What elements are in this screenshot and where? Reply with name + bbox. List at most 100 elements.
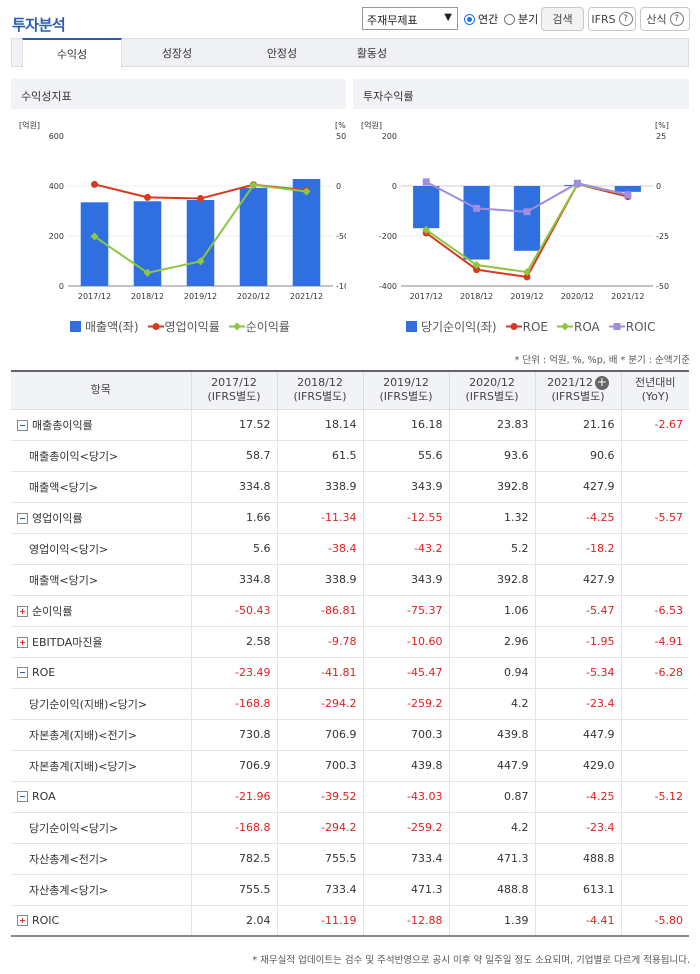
tab-profitability[interactable]: 수익성 [22,38,122,68]
row-label-cell[interactable]: EBITDA마진율 [11,626,191,658]
row-label-cell: 자본총계(지배)<당기> [11,750,191,782]
search-button[interactable]: 검색 [541,7,584,31]
row-label-cell[interactable]: 순이익률 [11,595,191,627]
row-label-cell[interactable]: ROE [11,657,191,689]
value-cell: 21.16 [534,409,621,441]
table-row: ROE -23.49 -41.81 -45.47 0.94 -5.34 -6.28 [11,657,689,689]
row-label-cell[interactable]: 매출총이익률 [11,409,191,441]
value-cell: -23.4 [534,812,621,844]
radio-off-icon [504,13,515,25]
return-chart: [억원] [%] 200 0 -200 -400 25 0 -25 -50 2017/12 2018/… [361,120,669,301]
yoy-cell [620,719,689,751]
formula-button[interactable]: 산식 ? [640,7,690,31]
right-tick-label: 0 [336,182,341,191]
table-row: 자산총계<당기> 755.5 733.4 471.3 488.8 613.1 [11,874,689,906]
value-cell: 343.9 [362,564,449,596]
left-axis-unit: [억원] [361,120,382,130]
value-cell: -11.19 [276,905,363,937]
row-label-cell[interactable]: 영업이익률 [11,502,191,534]
yoy-cell [620,440,689,472]
header-period-basis: (IFRS별도) [207,390,261,404]
value-cell: 706.9 [190,750,277,782]
header-yoy-label: 전년대비 [635,376,676,390]
legend-label: 순이익률 [245,320,290,334]
value-cell: 733.4 [362,843,449,875]
collapse-icon[interactable] [17,667,28,678]
tab-activity[interactable]: 활동성 [356,47,388,60]
help-icon: ? [669,12,684,26]
expand-columns-icon[interactable]: + [594,375,609,391]
value-cell: 488.8 [448,874,535,906]
point-mark [473,266,481,274]
value-cell: 429.0 [534,750,621,782]
bar-mark [463,186,490,260]
yoy-cell [620,688,689,720]
row-label-cell: 자본총계(지배)<전기> [11,719,191,751]
expand-icon[interactable] [17,914,28,926]
row-label-cell: 당기순이익<당기> [11,812,191,844]
legend-item-roa: ROA [556,320,600,334]
expand-icon[interactable] [17,636,28,648]
yoy-cell [620,750,689,782]
expand-icon[interactable] [17,605,28,617]
row-label-cell: 매출액<당기> [11,471,191,503]
value-cell: -294.2 [276,688,363,720]
collapse-icon[interactable] [17,791,28,802]
tab-growth[interactable]: 성장성 [161,47,193,60]
point-mark [143,268,152,277]
value-cell: 447.9 [534,719,621,751]
value-cell: -11.34 [276,502,363,534]
right-tick-label: 0 [656,182,661,191]
ifrs-button[interactable]: IFRS ? [588,7,636,31]
value-cell: -23.4 [534,688,621,720]
row-label-cell: 영업이익<당기> [11,533,191,565]
value-cell: -5.34 [534,657,621,689]
collapse-icon[interactable] [17,512,28,524]
row-label-cell[interactable]: ROIC [11,905,191,937]
radio-annual[interactable]: 연간 [464,11,498,27]
row-label-cell[interactable]: ROA [11,781,191,813]
value-cell: -43.03 [362,781,449,813]
header-period-basis: (IFRS별도) [465,390,519,404]
tab-stability[interactable]: 안정성 [266,47,298,60]
bar-mark [80,202,109,286]
right-panel-title: 투자수익률 [353,79,689,109]
point-mark [473,204,481,212]
value-cell: 16.18 [362,409,449,441]
value-cell: 1.32 [448,502,535,534]
value-cell: -50.43 [190,595,277,627]
value-cell: 4.2 [448,812,535,844]
table-row: 매출액<당기> 334.8 338.9 343.9 392.8 427.9 [11,471,689,503]
point-mark [196,257,205,266]
row-label: 자본총계(지배)<전기> [29,728,137,742]
left-tick-label: -200 [379,232,397,241]
header-period: 2021/12 + (IFRS별도) [534,371,621,410]
value-cell: 613.1 [534,874,621,906]
value-cell: 17.52 [190,409,277,441]
value-cell: 55.6 [362,440,449,472]
right-axis-unit: [%] [335,121,346,130]
table-row: ROA -21.96 -39.52 -43.03 0.87 -4.25 -5.12 [11,781,689,813]
point-mark [90,232,99,241]
table-row: ROIC 2.04 -11.19 -12.88 1.39 -4.41 -5.80 [11,905,689,937]
radio-quarter[interactable]: 분기 [504,11,538,27]
value-cell: -9.78 [276,626,363,658]
point-mark [523,273,531,281]
value-cell: -5.47 [534,595,621,627]
ratio-table: 항목 2017/12 (IFRS별도) 2018/12 (IFRS별도) 2019/12(… [11,370,689,937]
header-period: 2018/12 (IFRS별도) [276,371,363,410]
left-panel-title: 수익성지표 [11,79,346,109]
value-cell: 0.87 [448,781,535,813]
left-tick-label: 400 [49,182,64,191]
top-bar: 투자분석 주재무제표 ▼ 연간 분기 검색 IFRS ? 산식 ? [0,0,700,38]
row-label: 영업이익<당기> [29,542,109,556]
point-mark [523,208,531,216]
table-row: EBITDA마진율 2.58 -9.78 -10.60 2.96 -1.95 -4.91 [11,626,689,658]
header-period-label: 2017/12 [211,376,257,390]
statement-select[interactable]: 주재무제표 ▼ [362,7,458,30]
x-tick-label: 2021/12 [611,292,644,301]
value-cell: -75.37 [362,595,449,627]
collapse-icon[interactable] [17,419,28,431]
header-period-basis: (IFRS별도) [379,390,433,404]
bar-mark [239,187,268,286]
